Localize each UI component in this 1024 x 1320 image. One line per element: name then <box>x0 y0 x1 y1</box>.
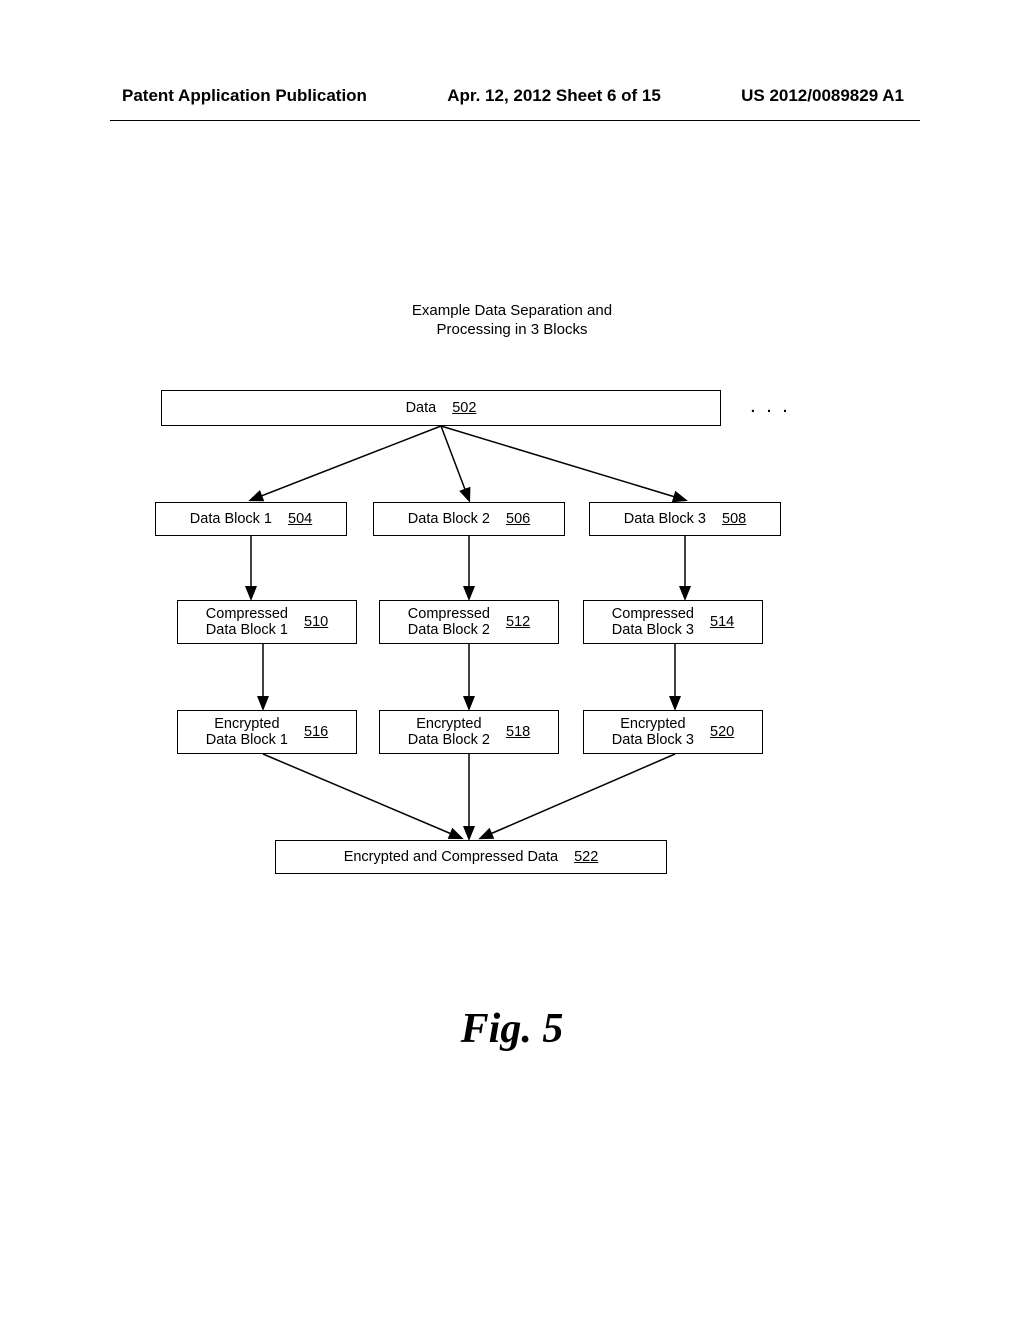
title-line-1: Example Data Separation and <box>412 302 612 319</box>
diagram-title: Example Data Separation and Processing i… <box>0 302 1024 340</box>
box-cb3: CompressedData Block 3514 <box>583 600 763 644</box>
arrow-0 <box>251 426 441 500</box>
header-rule <box>110 120 920 121</box>
box-eb1: EncryptedData Block 1516 <box>177 710 357 754</box>
title-line-2: Processing in 3 Blocks <box>437 321 588 338</box>
header-left: Patent Application Publication <box>122 86 367 106</box>
box-db2: Data Block 2506 <box>373 502 565 536</box>
box-ellipsis: . . . <box>741 390 801 426</box>
header-center: Apr. 12, 2012 Sheet 6 of 15 <box>447 86 661 106</box>
box-eb2: EncryptedData Block 2518 <box>379 710 559 754</box>
box-eb3: EncryptedData Block 3520 <box>583 710 763 754</box>
arrow-2 <box>441 426 685 500</box>
header-right: US 2012/0089829 A1 <box>741 86 904 106</box>
box-cb1: CompressedData Block 1510 <box>177 600 357 644</box>
arrow-9 <box>263 754 461 838</box>
box-db1: Data Block 1504 <box>155 502 347 536</box>
arrow-11 <box>481 754 675 838</box>
box-final: Encrypted and Compressed Data522 <box>275 840 667 874</box>
box-cb2: CompressedData Block 2512 <box>379 600 559 644</box>
box-db3: Data Block 3508 <box>589 502 781 536</box>
flow-diagram: Data502 . . . Data Block 1504 Data Block 25… <box>155 390 845 930</box>
arrow-1 <box>441 426 469 500</box>
page-header: Patent Application Publication Apr. 12, … <box>0 86 1024 106</box>
box-data: Data502 <box>161 390 721 426</box>
figure-label: Fig. 5 <box>0 1005 1024 1053</box>
